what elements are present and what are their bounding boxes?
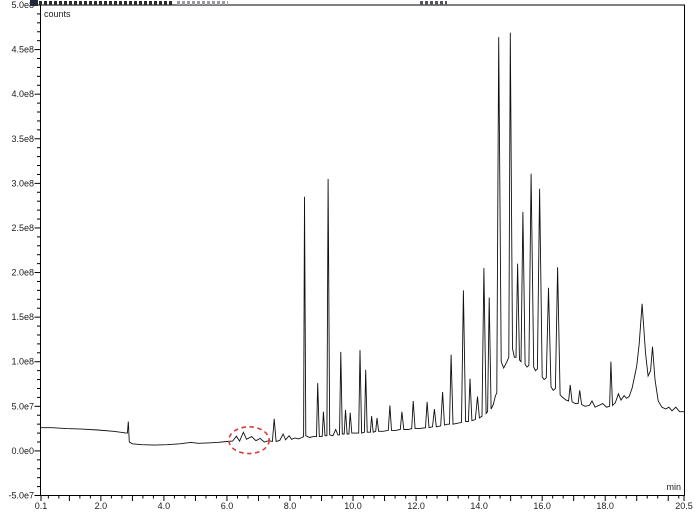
x-tick-label: 2.0 [95, 501, 108, 511]
x-tick-label: 10.0 [344, 501, 362, 511]
y-tick-label: 5.0e7 [11, 401, 34, 411]
y-tick-label: 3.0e8 [11, 178, 34, 188]
y-tick-label: -5.0e7 [8, 491, 34, 501]
y-axis-unit-label: counts [44, 9, 71, 19]
y-axis: 5.0e8 4.5e8 4.0e8 3.5e8 3.0e8 2.5e8 2.0e8 1.5e8… [8, 0, 41, 501]
x-tick-label: 12.0 [407, 501, 425, 511]
plot-area[interactable] [40, 4, 685, 496]
y-tick-label: 1.5e8 [11, 312, 34, 322]
x-tick-label: 0.1 [35, 501, 48, 511]
x-tick-label: 6.0 [221, 501, 234, 511]
clipped-title-bar [0, 0, 696, 7]
y-tick-label: 4.0e8 [11, 89, 34, 99]
x-tick-label: 4.0 [158, 501, 171, 511]
y-tick-label: 2.5e8 [11, 223, 34, 233]
app-window-icon [30, 0, 38, 6]
y-tick-label: 0.0e0 [11, 446, 34, 456]
x-tick-label: 18.0 [596, 501, 614, 511]
clipped-title-text [420, 1, 447, 5]
x-tick-label: 14.0 [470, 501, 488, 511]
clipped-title-text [39, 1, 173, 5]
y-tick-label: 2.0e8 [11, 268, 34, 278]
x-axis: 0.1 2.0 4.0 6.0 8.0 10.0 12.0 14.0 16.0 18.0 20.5 [35, 495, 693, 511]
x-axis-unit-label: min [666, 482, 681, 492]
y-tick-label: 4.5e8 [11, 45, 34, 55]
y-tick-label: 3.5e8 [11, 134, 34, 144]
highlight-ellipse [228, 426, 271, 455]
y-tick-label: 5.0e8 [11, 0, 34, 10]
chromatogram-trace [41, 32, 684, 446]
y-tick-label: 1.0e8 [11, 357, 34, 367]
x-tick-label: 16.0 [533, 501, 551, 511]
x-tick-label: 20.5 [675, 501, 693, 511]
x-tick-label: 8.0 [284, 501, 297, 511]
clipped-title-text [177, 1, 228, 5]
